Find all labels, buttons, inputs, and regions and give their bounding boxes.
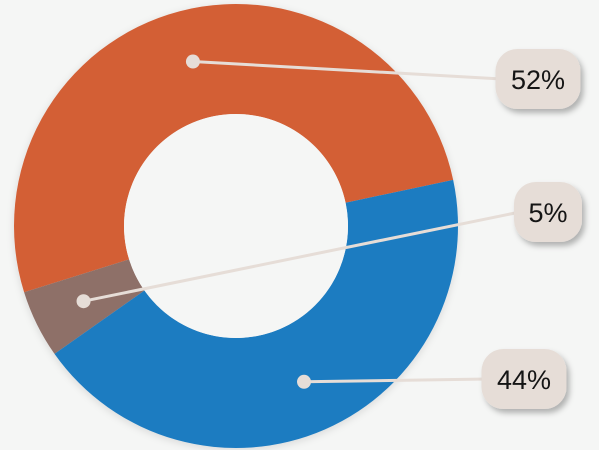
- leader-dot-1: [185, 54, 200, 69]
- leader-line-1: [192, 60, 502, 81]
- value-label-pill-2: [514, 182, 582, 242]
- leader-line-3: [303, 377, 488, 384]
- leader-dot-2: [76, 294, 91, 309]
- value-label-pill-3: [481, 349, 567, 409]
- leader-dot-3: [297, 374, 312, 389]
- value-label-pill-1: [495, 49, 581, 109]
- donut-slice-1: [13, 3, 454, 293]
- leader-line-2: [83, 210, 521, 303]
- donut-hole: [124, 114, 348, 338]
- value-label-2: 5%: [528, 198, 567, 228]
- slice-callouts: 52% 5% 44%: [76, 49, 582, 409]
- value-label-1: 52%: [511, 65, 565, 95]
- value-label-3: 44%: [497, 365, 551, 395]
